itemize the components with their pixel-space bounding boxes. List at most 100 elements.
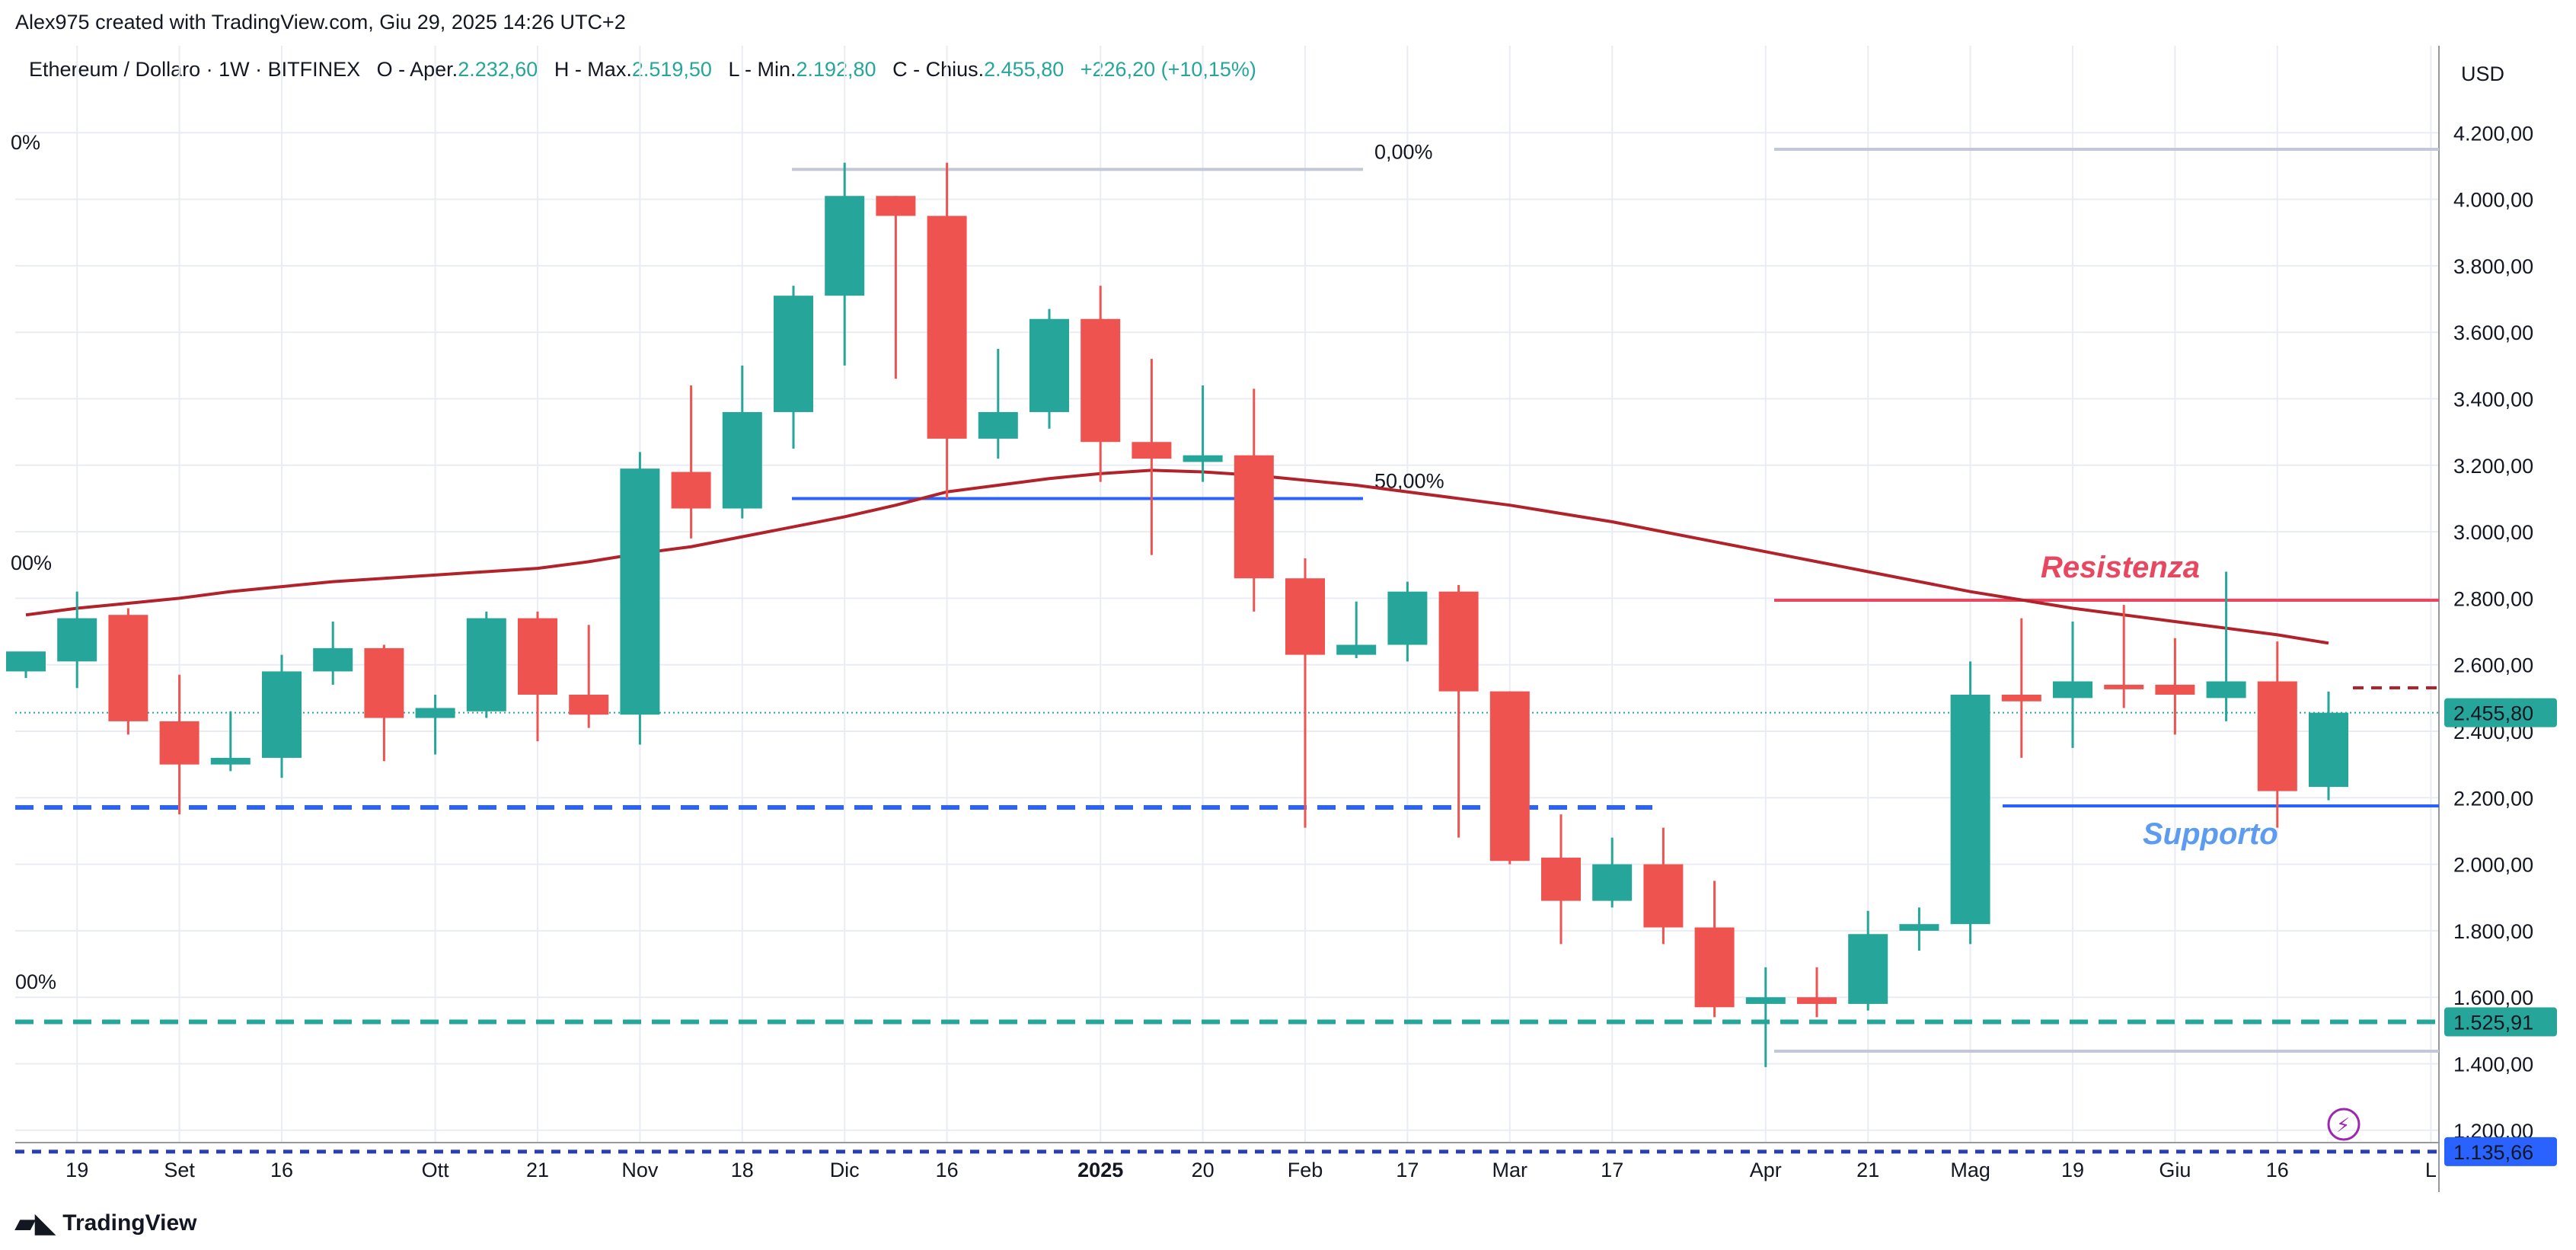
open-value: 2.232,60 — [458, 58, 538, 81]
open-label: O - Aper. — [376, 58, 458, 81]
tradingview-logo[interactable]: ▰◣ TradingView — [15, 1208, 196, 1239]
chart-credit: Alex975 created with TradingView.com, Gi… — [15, 11, 626, 34]
candle-body — [1797, 997, 1837, 1004]
candle — [2206, 571, 2246, 721]
candle — [2053, 621, 2092, 748]
candle-body — [2155, 684, 2195, 695]
candles — [6, 162, 2348, 1067]
time-tick-label: 21 — [526, 1159, 549, 1181]
candle — [1336, 601, 1377, 658]
close-value: 2.455,80 — [984, 58, 1065, 81]
time-tick-label: 16 — [270, 1159, 293, 1181]
price-tick-label: 3.400,00 — [2453, 388, 2533, 411]
price-tick-label: 1.800,00 — [2453, 920, 2533, 943]
candle-body — [876, 196, 916, 216]
candle — [1489, 691, 1530, 865]
candle-body — [1745, 997, 1786, 1004]
time-tick-label: Nov — [621, 1159, 659, 1181]
time-tick-label: 17 — [1601, 1159, 1623, 1181]
candle — [774, 286, 813, 449]
symbol-title[interactable]: Ethereum / Dollaro · 1W · BITFINEX — [29, 58, 361, 81]
candle — [1029, 309, 1069, 429]
candle-body — [1438, 591, 1479, 692]
candle-body — [1541, 857, 1581, 901]
close-label: C - Chius. — [892, 58, 985, 81]
candle — [2104, 605, 2144, 708]
candle — [1132, 359, 1172, 555]
candle-body — [1950, 694, 1990, 925]
candle-body — [620, 468, 660, 715]
candle-body — [210, 757, 251, 765]
candle-body — [1848, 934, 1888, 1004]
candle — [518, 611, 557, 742]
candle — [1387, 581, 1428, 662]
candle — [364, 644, 404, 762]
time-tick-label: Apr — [1750, 1159, 1782, 1181]
time-tick-label: 16 — [2266, 1159, 2289, 1181]
candle-body — [671, 472, 711, 509]
candle — [57, 591, 97, 689]
candle-body — [2001, 694, 2041, 702]
candle — [1285, 558, 1325, 828]
candle — [6, 651, 46, 679]
candle — [1797, 967, 1837, 1018]
time-tick-label: 20 — [1192, 1159, 1215, 1181]
candle — [722, 365, 762, 519]
candle-body — [569, 694, 609, 715]
candle — [1081, 286, 1121, 482]
candle — [1950, 661, 1990, 945]
candle — [1899, 907, 1939, 951]
alert-icon — [2327, 1108, 2361, 1141]
candle-body — [1643, 864, 1684, 928]
candle — [620, 452, 660, 745]
time-tick-label: 2025 — [1077, 1159, 1123, 1181]
candle — [569, 625, 609, 728]
fib-left-label-low: 00% — [15, 970, 56, 993]
candle-body — [518, 618, 557, 695]
price-tick-label: 2.000,00 — [2453, 854, 2533, 877]
fib-left-label-top: 0% — [11, 131, 40, 154]
candle-body — [364, 647, 404, 718]
time-tick-label: Ott — [422, 1159, 450, 1181]
price-badge-1-bg — [2444, 1137, 2557, 1166]
candle-body — [2053, 681, 2092, 699]
candle — [978, 349, 1018, 459]
tradingview-logo-icon: ▰◣ — [15, 1209, 56, 1238]
candle-body — [1899, 924, 1939, 931]
currency-label: USD — [2461, 62, 2504, 85]
price-tick-label: 4.000,00 — [2453, 189, 2533, 212]
candle-body — [466, 618, 506, 711]
moving-average-line — [25, 468, 2329, 645]
time-tick-label: Giu — [2159, 1159, 2191, 1181]
price-tick-label: 3.200,00 — [2453, 455, 2533, 478]
candle — [1592, 837, 1633, 908]
symbol-legend: Ethereum / Dollaro · 1W · BITFINEX O - A… — [29, 58, 1256, 82]
candle-body — [722, 411, 762, 509]
high-label: H - Max. — [554, 58, 632, 81]
candle-body — [6, 651, 46, 672]
price-tick-label: 2.200,00 — [2453, 787, 2533, 810]
candle-body — [1081, 318, 1121, 443]
candle — [2257, 641, 2297, 828]
time-tick-label: Dic — [830, 1159, 860, 1181]
candle — [210, 711, 251, 772]
candle-body — [1592, 864, 1633, 901]
fib-left-label-mid: 00% — [11, 551, 52, 574]
candle-body — [1183, 455, 1223, 462]
candle — [159, 674, 200, 815]
candle-body — [1234, 455, 1274, 579]
time-tick-label: 21 — [1856, 1159, 1879, 1181]
candle-body — [313, 647, 353, 672]
candle-body — [2309, 712, 2348, 788]
grid — [15, 46, 2439, 1143]
price-tick-label: 3.800,00 — [2453, 255, 2533, 278]
time-tick-label: Feb — [1288, 1159, 1323, 1181]
candle — [2309, 691, 2348, 801]
time-tick-label: 17 — [1396, 1159, 1419, 1181]
price-tick-label: 4.200,00 — [2453, 122, 2533, 145]
candle-body — [159, 721, 200, 765]
candle-body — [1336, 644, 1377, 655]
candle-body — [262, 671, 302, 758]
candle-body — [978, 411, 1018, 439]
